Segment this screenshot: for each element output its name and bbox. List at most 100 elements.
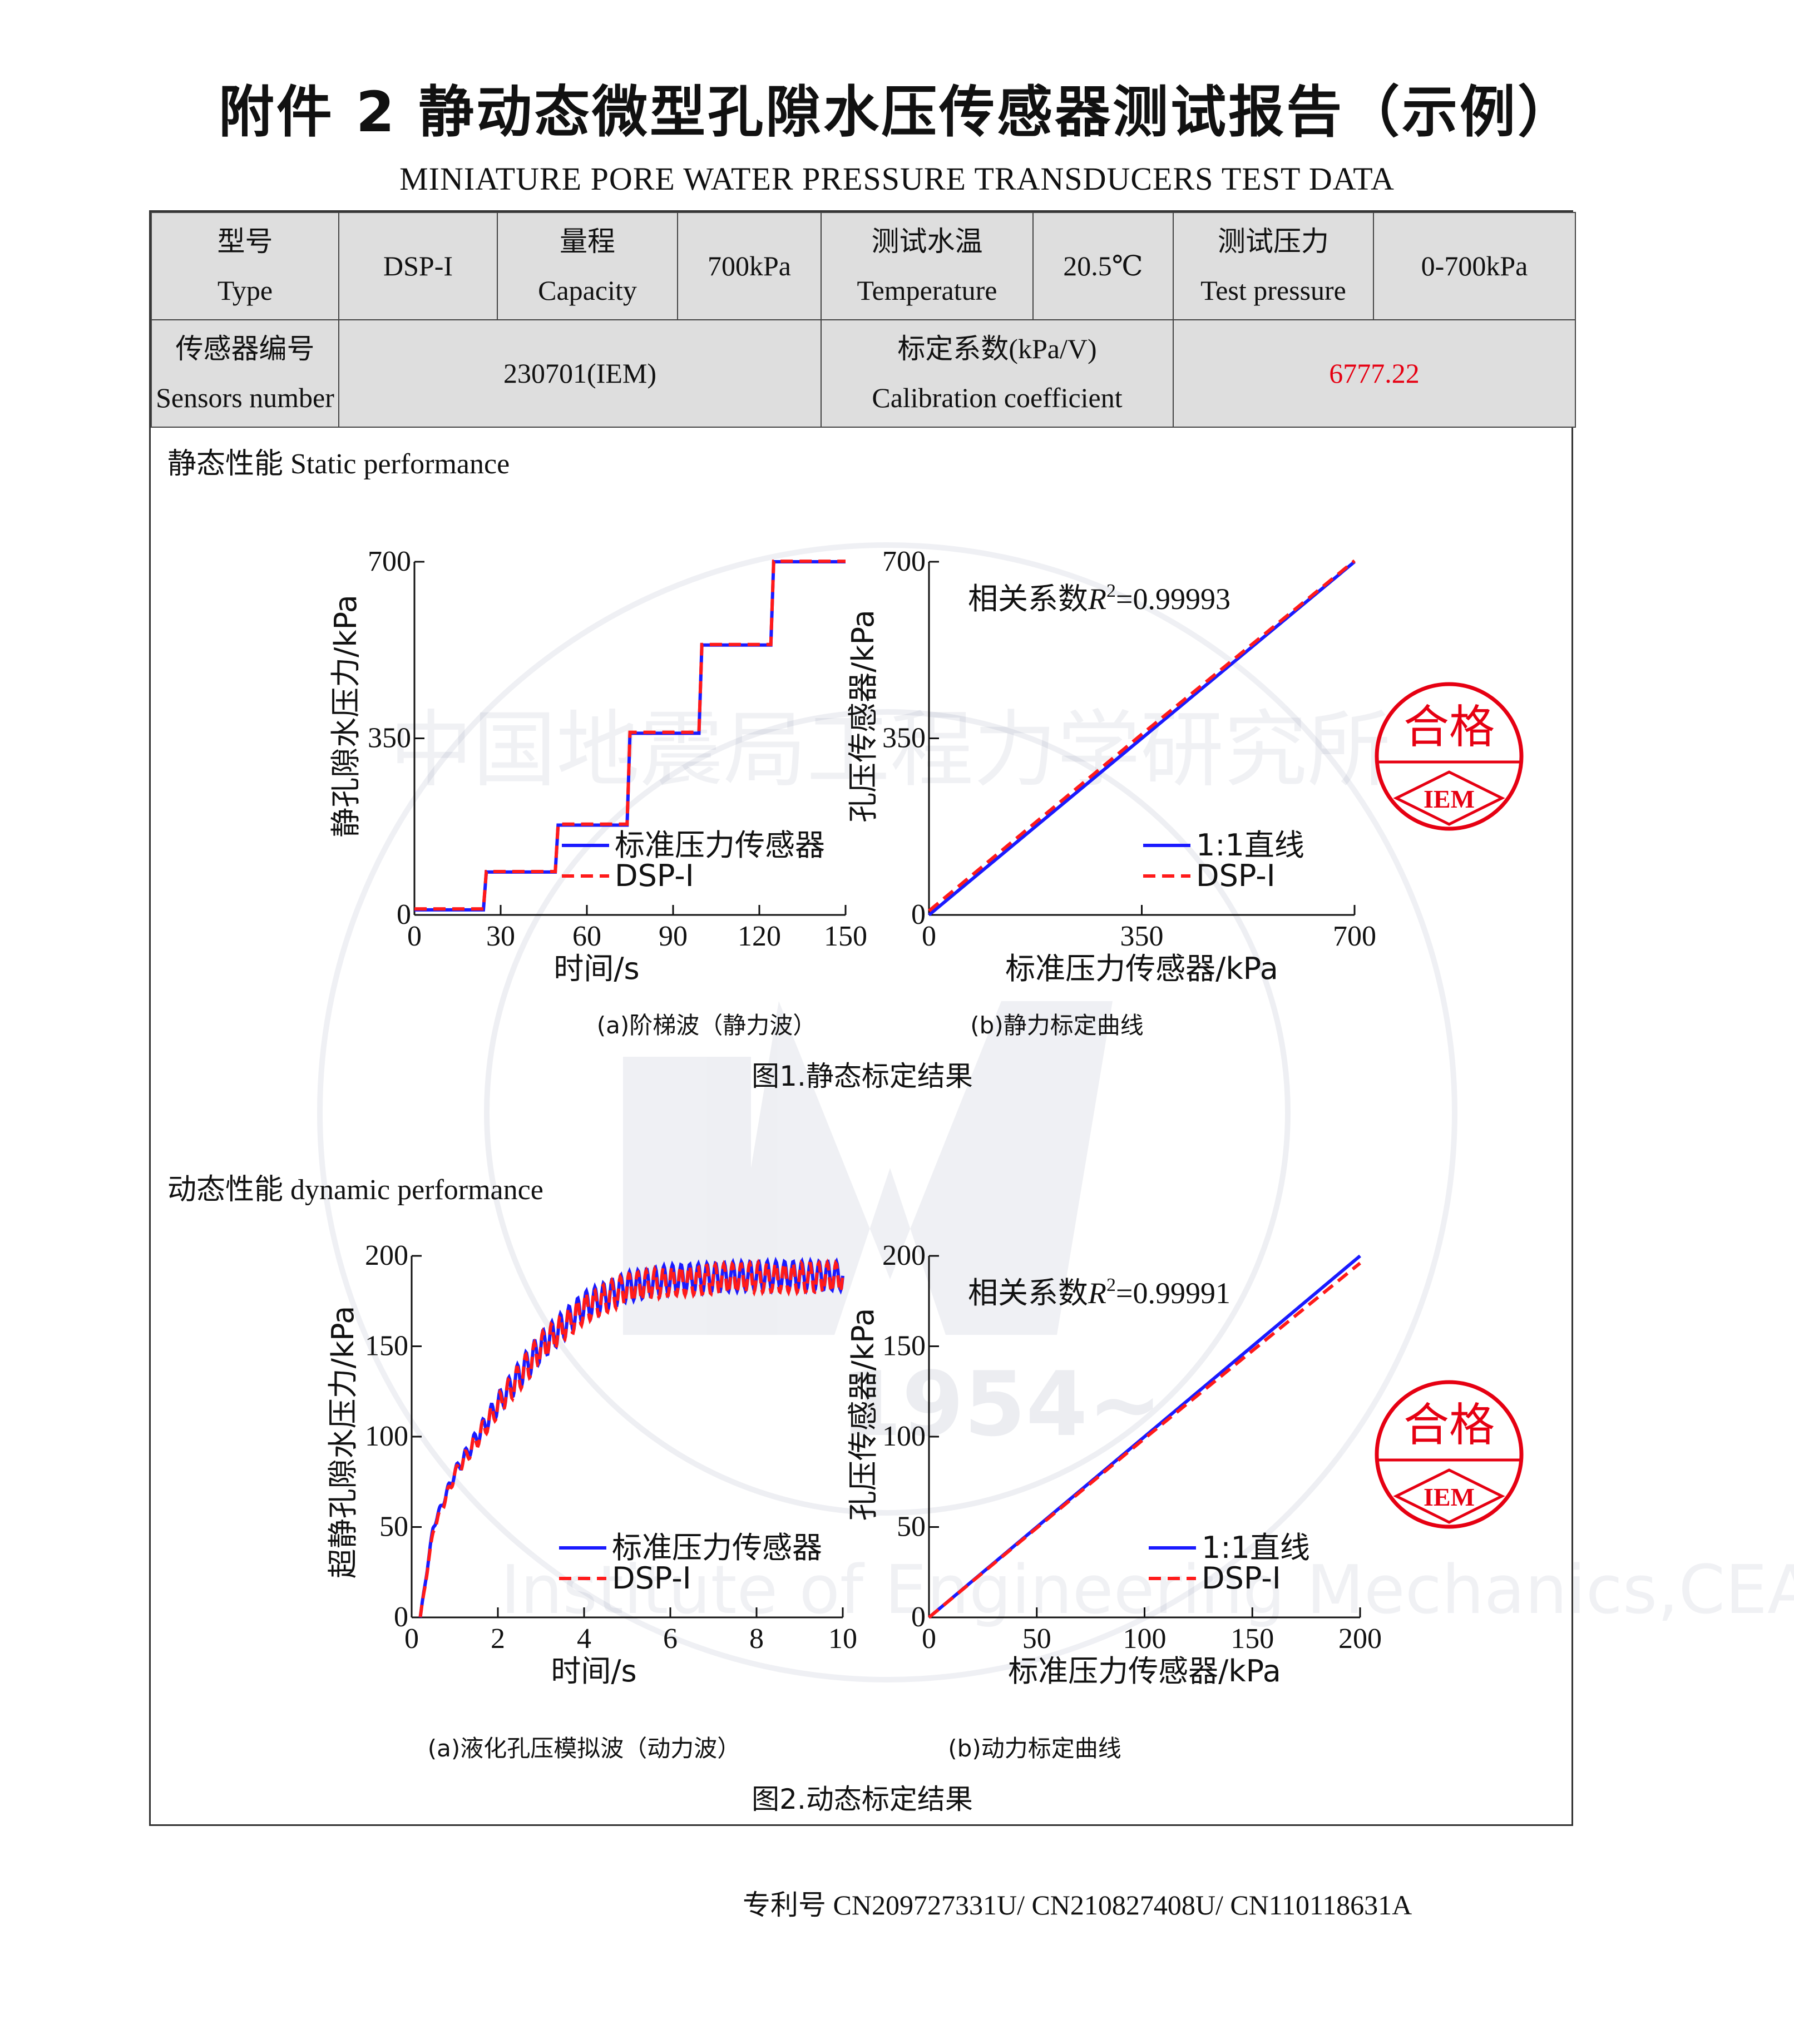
correlation-annotation: 相关系数R2=0.99991: [968, 1275, 1230, 1310]
capacity-value: 700kPa: [677, 212, 822, 320]
y-tick-label: 200: [365, 1240, 408, 1271]
series-line-1: [414, 560, 846, 911]
y-tick-label: 0: [394, 1601, 408, 1633]
fig1-caption: 图1.静态标定结果: [752, 1060, 973, 1092]
x-tick-label: 200: [1338, 1623, 1382, 1655]
chart-step: 0 30 60 90 120 150 0 350 700 时间/s 静孔隙水压力/kPa 标准压力传感…: [328, 546, 867, 1039]
sensor-number-label: 传感器编号 Sensors number: [151, 319, 339, 428]
y-tick-label: 50: [379, 1511, 408, 1543]
series-line-1: [928, 559, 1356, 913]
legend-label-1: DSP-I: [1196, 858, 1276, 893]
series-line-1: [418, 1258, 844, 1617]
legend-label-1: DSP-I: [1202, 1561, 1281, 1596]
x-tick-label: 350: [1120, 920, 1164, 952]
stamp-text: 合格: [1403, 1399, 1495, 1452]
legend-label-0: 1:1直线: [1196, 828, 1304, 863]
x-tick-label: 10: [828, 1623, 857, 1655]
legend-label-1: DSP-I: [615, 858, 694, 893]
static-section-title: 静态性能 Static performance: [167, 447, 510, 481]
type-value: DSP-I: [338, 212, 498, 320]
type-label: 型号 Type: [151, 212, 339, 320]
chart-caption: (b)动力标定曲线: [948, 1735, 1121, 1762]
chart-caption: (a)液化孔压模拟波（动力波）: [428, 1735, 741, 1762]
correlation-annotation: 相关系数R2=0.99993: [968, 581, 1230, 616]
calibration-coefficient-label: 标定系数(kPa/V) Calibration coefficient: [821, 319, 1174, 428]
x-tick-label: 120: [738, 920, 781, 952]
x-axis-label: 标准压力传感器/kPa: [1005, 951, 1278, 986]
x-tick-label: 0: [407, 920, 422, 952]
stamp-ring: [1375, 1380, 1524, 1529]
test-pressure-value: 0-700kPa: [1373, 212, 1576, 320]
series-line-0: [928, 1254, 1361, 1619]
test-pressure-label: 测试压力 Test pressure: [1173, 212, 1374, 320]
sensor-number-value: 230701(IEM): [338, 319, 822, 428]
capacity-label: 量程 Capacity: [497, 212, 678, 320]
y-tick-label: 0: [397, 899, 411, 931]
stamp-text: 合格: [1403, 701, 1495, 754]
x-axis-label: 时间/s: [551, 1654, 636, 1689]
x-tick-label: 8: [749, 1623, 764, 1655]
legend-label-0: 标准压力传感器: [615, 828, 825, 863]
y-tick-label: 350: [368, 722, 411, 754]
x-tick-label: 0: [404, 1623, 419, 1655]
chart-static-cal: 0 350 700 0 350 700 标准压力传感器/kPa 孔压传感器/kPa 1:1直线D…: [846, 546, 1524, 1039]
legend-label-1: DSP-I: [612, 1561, 691, 1596]
y-tick-label: 700: [368, 546, 411, 577]
stamp-logo: IEM: [1424, 1483, 1475, 1511]
watermark-text-cn: 中国地震局工程力学研究所: [389, 702, 1391, 799]
fig2-caption: 图2.动态标定结果: [752, 1783, 973, 1815]
chart-caption: (b)静力标定曲线: [970, 1012, 1143, 1039]
x-tick-label: 0: [922, 920, 936, 952]
stamp-diamond: [1393, 770, 1505, 826]
y-tick-label: 350: [882, 722, 926, 754]
temperature-value: 20.5℃: [1032, 212, 1174, 320]
chart-dynamic-cal: 0 50 100 150 200 0 50 100 150 200 标准压力传感器/kPa 孔压传感器…: [846, 1240, 1524, 1762]
legend-label-0: 1:1直线: [1202, 1530, 1310, 1565]
y-tick-label: 700: [882, 546, 926, 577]
y-tick-label: 150: [882, 1330, 926, 1362]
y-tick-label: 100: [882, 1421, 926, 1452]
x-tick-label: 90: [659, 920, 688, 952]
legend-label-0: 标准压力传感器: [612, 1530, 822, 1565]
stamp-diamond: [1393, 1468, 1505, 1524]
y-axis-label: 超静孔隙水压力/kPa: [325, 1306, 360, 1579]
x-tick-label: 6: [663, 1623, 678, 1655]
calibration-coefficient-value: 6777.22: [1173, 319, 1576, 428]
x-tick-label: 0: [922, 1623, 936, 1655]
y-tick-label: 0: [911, 1601, 926, 1633]
dynamic-section-title: 动态性能 dynamic performance: [167, 1173, 543, 1206]
x-axis-label: 标准压力传感器/kPa: [1008, 1654, 1281, 1689]
page-subtitle: MINIATURE PORE WATER PRESSURE TRANSDUCER…: [399, 161, 1395, 197]
qualified-stamp: 合格 IEM: [1375, 1380, 1524, 1529]
x-tick-label: 700: [1333, 920, 1376, 952]
qualified-stamp: 合格 IEM: [1375, 682, 1524, 831]
y-tick-label: 150: [365, 1330, 408, 1362]
temperature-label: 测试水温 Temperature: [821, 212, 1034, 320]
x-tick-label: 150: [824, 920, 867, 952]
page-title: 附件 2 静动态微型孔隙水压传感器测试报告（示例）: [218, 80, 1576, 145]
chart-caption: (a)阶梯波（静力波）: [597, 1012, 817, 1039]
y-axis-label: 静孔隙水压力/kPa: [328, 595, 363, 838]
x-tick-label: 4: [577, 1623, 591, 1655]
y-tick-label: 0: [911, 899, 926, 931]
patent-line: 专利号 CN209727331U/ CN210827408U/ CN110118…: [743, 1889, 1412, 1921]
x-tick-label: 100: [1123, 1623, 1167, 1655]
y-tick-label: 200: [882, 1240, 926, 1271]
x-tick-label: 30: [486, 920, 515, 952]
stamp-ring: [1375, 682, 1524, 831]
y-axis-label: 孔压传感器/kPa: [846, 1308, 881, 1521]
report-sheet: 型号 Type DSP-I 量程 Capacity 700kPa 测试水温 Tempe…: [149, 210, 1576, 1826]
watermark-year: 1954~: [840, 1352, 1162, 1456]
y-axis-label: 孔压传感器/kPa: [846, 610, 881, 823]
y-tick-label: 100: [365, 1421, 408, 1452]
watermark-text-en: Institute of Engineering Mechanics,CEA: [501, 1552, 1794, 1629]
x-tick-label: 150: [1230, 1623, 1274, 1655]
info-table: 型号 Type DSP-I 量程 Capacity 700kPa 测试水温 Tempe…: [151, 212, 1576, 428]
series-line-1: [928, 1261, 1361, 1619]
y-tick-label: 50: [897, 1511, 926, 1543]
x-tick-label: 2: [491, 1623, 505, 1655]
x-tick-label: 50: [1022, 1623, 1051, 1655]
